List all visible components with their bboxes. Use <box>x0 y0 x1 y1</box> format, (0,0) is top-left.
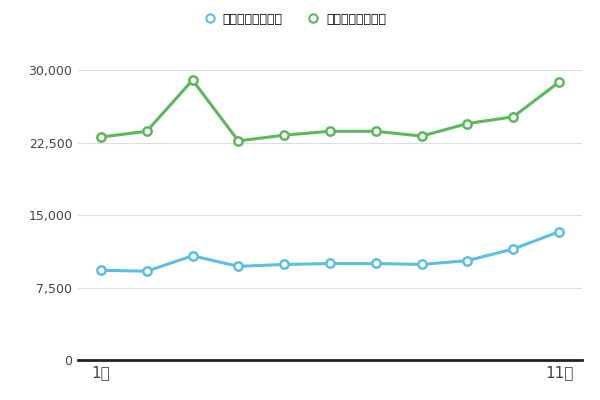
Legend: 航空輸出混載重量, 航空輸入通関件数: 航空輸出混載重量, 航空輸入通関件数 <box>199 8 391 30</box>
